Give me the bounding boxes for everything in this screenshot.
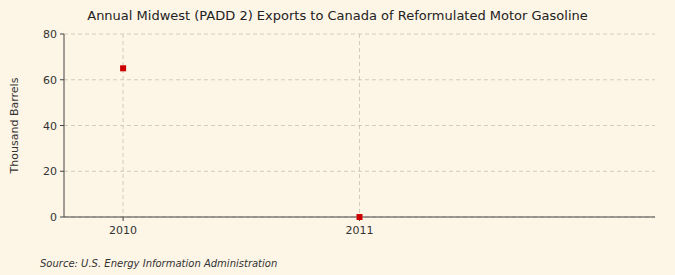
- title: Annual Midwest (PADD 2) Exports to Canad…: [87, 8, 588, 23]
- grid: [64, 34, 655, 217]
- y-tick-label: 80: [43, 28, 57, 41]
- x-grid-line: [123, 34, 124, 217]
- y-tick-label: 40: [43, 120, 57, 133]
- point: [357, 214, 363, 220]
- x-tick: [123, 217, 124, 221]
- x-grid-line: [359, 34, 360, 217]
- y-tick: [60, 125, 64, 126]
- y-tick: [60, 217, 64, 218]
- y-tick: [60, 34, 64, 35]
- chart: 2010 2011 0 20 40 60 80 Thousand Barrels Annual …: [0, 0, 675, 275]
- axes: 2010 2011 0 20 40 60 80: [43, 28, 655, 237]
- y-tick-label: 0: [50, 211, 57, 224]
- y-axis-label: Thousand Barrels: [8, 77, 21, 174]
- source-note: Source: U.S. Energy Information Administ…: [40, 258, 277, 269]
- y-tick: [60, 171, 64, 172]
- y-tick-label: 20: [43, 165, 57, 178]
- points: [120, 65, 362, 220]
- x-tick-label: 2010: [109, 224, 137, 237]
- y-tick: [60, 79, 64, 80]
- y-tick-label: 60: [43, 74, 57, 87]
- point: [120, 65, 126, 71]
- x-tick-label: 2011: [346, 224, 374, 237]
